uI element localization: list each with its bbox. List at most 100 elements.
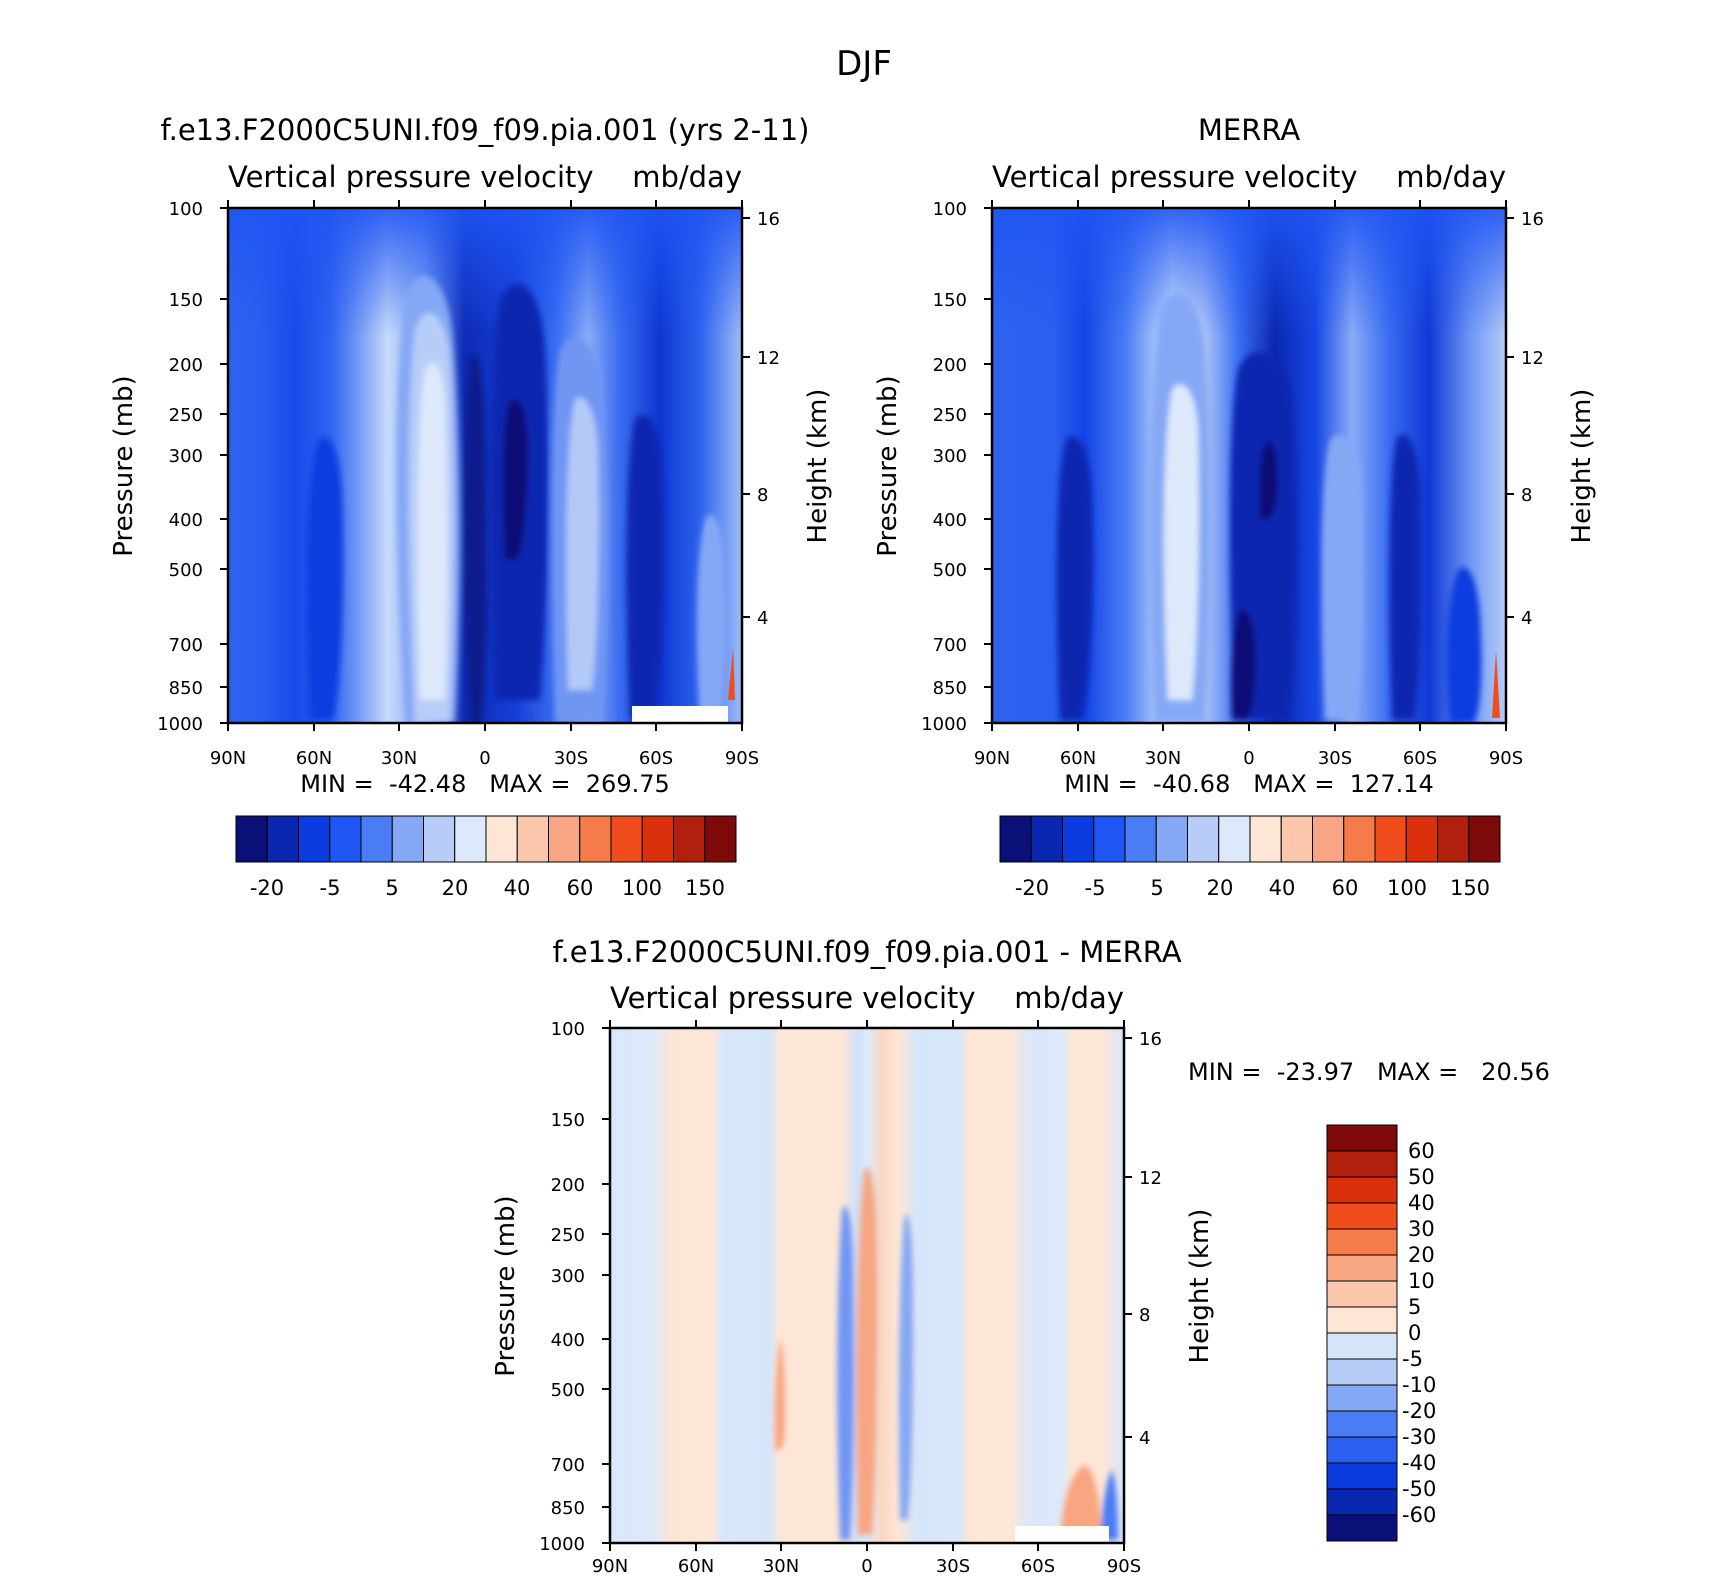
panel-diff-ytick-500: 500 xyxy=(551,1380,585,1401)
colorbar-swatch xyxy=(1437,815,1470,863)
panel-diff-xtick-90s: 90S xyxy=(1107,1556,1141,1576)
panel-obs-cb-label: 150 xyxy=(1450,876,1490,900)
panel-diff-htick-12: 12 xyxy=(1139,1168,1162,1189)
panel-model-xtick-30s: 30S xyxy=(554,748,588,769)
panel-model-ytick-1000: 1000 xyxy=(157,714,203,735)
panel-obs-xtick-60s: 60S xyxy=(1403,748,1437,769)
colorbar-swatch xyxy=(1062,815,1095,863)
panel-diff-xtick-30n: 30N xyxy=(763,1556,799,1576)
panel-diff-htick-8: 8 xyxy=(1139,1305,1150,1326)
panel-model-ytick-300: 300 xyxy=(169,446,203,467)
panel-diff-cb-label: 5 xyxy=(1408,1295,1421,1319)
colorbar-swatch xyxy=(548,815,581,863)
panel-model-cb-label: 5 xyxy=(385,876,398,900)
panel-model-y-axis xyxy=(220,207,228,724)
colorbar-swatch xyxy=(1326,1332,1398,1360)
panel-obs-xtick-30s: 30S xyxy=(1318,748,1352,769)
colorbar-swatch xyxy=(423,815,456,863)
colorbar-swatch xyxy=(1326,1228,1398,1256)
panel-diff-ylabel: Pressure (mb) xyxy=(491,1195,521,1376)
panel-diff-y-axis xyxy=(602,1027,610,1544)
panel-diff-ytick-300: 300 xyxy=(551,1266,585,1287)
panel-model-stats: MIN = -42.48 MAX = 269.75 xyxy=(300,770,670,798)
colorbar-swatch xyxy=(1326,1384,1398,1412)
colorbar-swatch xyxy=(673,815,706,863)
panel-diff-xtick-60n: 60N xyxy=(678,1556,714,1576)
colorbar-swatch xyxy=(1155,815,1188,863)
panel-model-contour-fill xyxy=(228,208,742,723)
panel-diff-cb-label: 60 xyxy=(1408,1139,1435,1163)
panel-obs-cb-label: 60 xyxy=(1332,876,1359,900)
colorbar-swatch xyxy=(1326,1436,1398,1464)
panel-obs-htick-8: 8 xyxy=(1521,485,1532,506)
colorbar-swatch xyxy=(516,815,549,863)
colorbar-swatch xyxy=(1312,815,1345,863)
panel-obs-contour-fill xyxy=(992,208,1506,723)
panel-diff-subtitle-right: mb/day xyxy=(1014,981,1124,1015)
panel-obs-cb-label: -5 xyxy=(1085,876,1106,900)
panel-obs-xtick-30n: 30N xyxy=(1145,748,1181,769)
colorbar-swatch xyxy=(999,815,1032,863)
panel-obs-colorbar xyxy=(999,815,1501,863)
colorbar-swatch xyxy=(1187,815,1220,863)
panel-diff-xtick-60s: 60S xyxy=(1021,1556,1055,1576)
panel-diff-contour-fill xyxy=(610,1028,1124,1543)
panel-diff-cb-label: 30 xyxy=(1408,1217,1435,1241)
colorbar-swatch xyxy=(1218,815,1251,863)
panel-model-subtitle-left: Vertical pressure velocity xyxy=(228,160,594,194)
panel-diff-ytick-850: 850 xyxy=(551,1498,585,1519)
panel-obs-subtitle-left: Vertical pressure velocity xyxy=(992,160,1358,194)
panel-diff-ytick-700: 700 xyxy=(551,1455,585,1476)
panel-diff-ytick-200: 200 xyxy=(551,1175,585,1196)
panel-model-xtick-60n: 60N xyxy=(296,748,332,769)
panel-obs-htick-16: 16 xyxy=(1521,209,1544,230)
panel-obs-ylabel-right: Height (km) xyxy=(1567,389,1597,544)
colorbar-swatch xyxy=(641,815,674,863)
colorbar-swatch xyxy=(579,815,612,863)
panel-model-colorbar xyxy=(235,815,737,863)
panel-diff-cb-label: -20 xyxy=(1402,1399,1436,1423)
panel-diff-cb-label: -5 xyxy=(1402,1347,1423,1371)
panel-diff-cb-label: 50 xyxy=(1408,1165,1435,1189)
panel-diff-cb-label: -30 xyxy=(1402,1425,1436,1449)
colorbar-swatch xyxy=(1326,1306,1398,1334)
panel-obs-title: MERRA xyxy=(1198,113,1300,147)
panel-diff-ytick-100: 100 xyxy=(551,1019,585,1040)
panel-diff-ytick-250: 250 xyxy=(551,1225,585,1246)
colorbar-swatch xyxy=(1405,815,1438,863)
colorbar-swatch xyxy=(1326,1514,1398,1542)
colorbar-swatch xyxy=(1249,815,1282,863)
panel-model-cb-label: 60 xyxy=(567,876,594,900)
panel-obs-height-axis xyxy=(1506,217,1514,618)
panel-obs-ylabel: Pressure (mb) xyxy=(873,375,903,556)
panel-diff-subtitle-left: Vertical pressure velocity xyxy=(610,981,976,1015)
panel-obs: MERRA Vertical pressure velocity mb/day xyxy=(873,113,1597,900)
panel-diff-ytick-150: 150 xyxy=(551,1110,585,1131)
panel-diff-htick-4: 4 xyxy=(1139,1428,1150,1449)
panel-diff-cb-label: -10 xyxy=(1402,1373,1436,1397)
colorbar-swatch xyxy=(1326,1280,1398,1308)
panel-obs-cb-label: 100 xyxy=(1387,876,1427,900)
colorbar-swatch xyxy=(1030,815,1063,863)
panel-diff-title: f.e13.F2000C5UNI.f09_f09.pia.001 - MERRA xyxy=(552,935,1181,969)
panel-model-xtick-0: 0 xyxy=(479,748,490,769)
colorbar-swatch xyxy=(1326,1358,1398,1386)
panel-obs-cb-label: 20 xyxy=(1207,876,1234,900)
panel-obs-ytick-150: 150 xyxy=(933,290,967,311)
colorbar-swatch xyxy=(266,815,299,863)
panel-obs-y-axis xyxy=(984,207,992,724)
panel-diff-ytick-1000: 1000 xyxy=(539,1534,585,1555)
panel-diff-colorbar xyxy=(1326,1124,1398,1542)
panel-obs-xtick-90n: 90N xyxy=(974,748,1010,769)
panel-obs-xtick-90s: 90S xyxy=(1489,748,1523,769)
panel-model: f.e13.F2000C5UNI.f09_f09.pia.001 (yrs 2-… xyxy=(109,113,833,900)
panel-diff-cb-label: -40 xyxy=(1402,1451,1436,1475)
panel-diff-stats: MIN = -23.97 MAX = 20.56 xyxy=(1188,1058,1550,1086)
panel-obs-ytick-100: 100 xyxy=(933,199,967,220)
panel-model-subtitle-right: mb/day xyxy=(632,160,742,194)
panel-obs-subtitle-right: mb/day xyxy=(1396,160,1506,194)
panel-model-ytick-700: 700 xyxy=(169,635,203,656)
panel-model-cb-label: 20 xyxy=(442,876,469,900)
panel-diff-cb-label: -50 xyxy=(1402,1477,1436,1501)
